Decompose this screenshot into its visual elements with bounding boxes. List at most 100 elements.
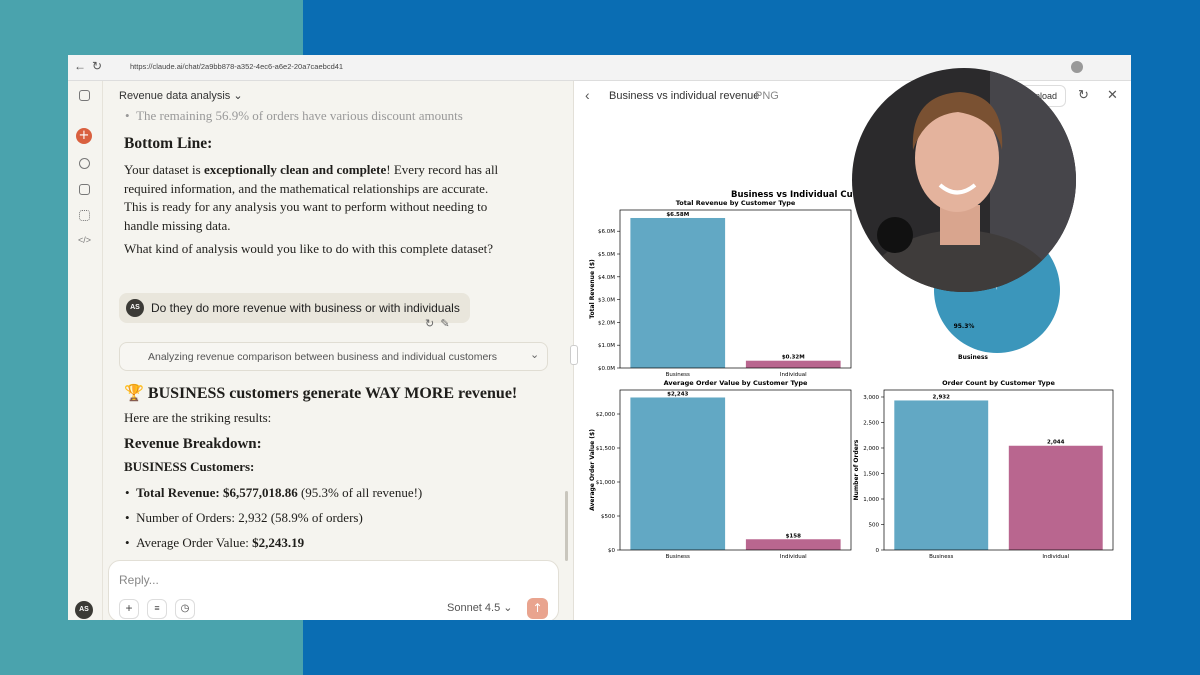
x-tick-label: Individual — [1042, 554, 1069, 560]
user-message: AS Do they do more revenue with business… — [119, 293, 470, 323]
reply-placeholder: Reply... — [119, 573, 159, 587]
prev-bullet: • The remaining 56.9% of orders have var… — [125, 108, 463, 123]
y-tick-label: $1,000 — [596, 480, 616, 486]
text: ! Every record has all required informat… — [124, 162, 499, 233]
artifact-back[interactable]: ‹ — [585, 87, 590, 103]
expand-icon: ⌄ — [530, 349, 540, 361]
resize-handle[interactable] — [570, 345, 578, 365]
projects-icon[interactable] — [79, 184, 90, 195]
text: (95.3% of all revenue!) — [297, 485, 423, 500]
pie-label: 95.3% — [954, 323, 975, 330]
y-tick-label: $500 — [601, 514, 615, 520]
scrollbar — [565, 491, 568, 561]
headline: 🏆 BUSINESS customers generate WAY MORE r… — [124, 385, 518, 402]
refresh-button[interactable]: ↻ — [1078, 87, 1089, 102]
y-tick-label: $3.0M — [598, 298, 615, 304]
send-button[interactable]: ↑ — [527, 598, 548, 619]
bar — [745, 360, 841, 368]
model-selector[interactable]: Sonnet 4.5 ⌄ — [447, 602, 513, 614]
bullet: • Number of Orders: 2,932 (58.9% of orde… — [125, 510, 363, 525]
chat-title-text: Revenue data analysis — [119, 90, 231, 102]
close-button[interactable]: ✕ — [1107, 87, 1118, 102]
y-axis-label: Average Order Value ($) — [589, 429, 596, 511]
value-label: $6.58M — [666, 212, 689, 218]
x-tick-label: Business — [666, 554, 690, 560]
add-button[interactable]: + — [119, 599, 139, 619]
bar — [745, 539, 841, 550]
bar — [630, 217, 726, 368]
value-label: $0.32M — [782, 355, 805, 361]
y-tick-label: $5.0M — [598, 252, 615, 258]
url[interactable]: https://claude.ai/chat/2a9bb878-a352-4ec… — [130, 62, 344, 71]
chat-pane: Revenue data analysis ⌄ • The remaining … — [103, 81, 573, 620]
bar — [1008, 445, 1103, 550]
thinking-box[interactable]: Analyzing revenue comparison between bus… — [119, 342, 548, 371]
pie-category: Business — [958, 354, 988, 361]
artifact-title: Business vs individual revenue — [609, 90, 760, 102]
y-tick-label: 1,500 — [863, 471, 879, 477]
tools-button[interactable]: ≡ — [147, 599, 167, 619]
text: Average Order Value: — [136, 535, 253, 550]
x-tick-label: Individual — [780, 372, 807, 378]
y-tick-label: $4.0M — [598, 275, 615, 281]
history-button[interactable]: ◷ — [175, 599, 195, 619]
question: What kind of analysis would you like to … — [124, 241, 493, 256]
bullet: • Total Revenue: $6,577,018.86 (95.3% of… — [125, 485, 423, 500]
chats-icon[interactable] — [79, 158, 90, 169]
microphone — [877, 217, 913, 253]
bold-text: exceptionally clean and complete — [203, 162, 387, 177]
x-tick-label: Individual — [780, 554, 807, 560]
y-tick-label: $1.0M — [598, 343, 615, 349]
x-tick-label: Business — [666, 372, 690, 378]
reply-box[interactable]: Reply... + ≡ ◷ Sonnet 4.5 ⌄ ↑ — [108, 560, 559, 620]
x-tick-label: Business — [929, 554, 953, 560]
figure-title: Business vs Individual Cu — [731, 190, 853, 200]
account-avatar[interactable]: AS — [75, 601, 93, 619]
bullet: • Average Order Value: $2,243.19 — [125, 535, 305, 550]
y-tick-label: $0.0M — [598, 366, 615, 372]
code-icon[interactable]: </> — [78, 235, 92, 245]
reload-button[interactable]: ↻ — [92, 59, 103, 73]
axes-frame — [619, 389, 852, 551]
person-face — [915, 104, 999, 212]
y-axis-label: Number of Orders — [853, 439, 860, 500]
back-button[interactable]: ← — [74, 59, 86, 73]
sidebar: + </> AS — [68, 81, 103, 620]
y-tick-label: 1,000 — [863, 497, 879, 503]
bar — [630, 397, 726, 550]
value-label: $158 — [786, 533, 801, 539]
webcam-image — [852, 68, 1076, 292]
y-tick-label: 500 — [869, 522, 880, 528]
value-label: 2,044 — [1047, 440, 1065, 446]
intro: Here are the striking results: — [124, 410, 272, 425]
y-axis-label: Total Revenue ($) — [589, 259, 596, 319]
bold-text: $2,243.19 — [252, 535, 305, 550]
bar — [894, 400, 989, 550]
chat-title[interactable]: Revenue data analysis ⌄ — [119, 90, 243, 102]
profile-icon[interactable] — [1071, 61, 1083, 73]
retry-edit[interactable]: ↻ ✎ — [425, 318, 450, 330]
bold-text: Total Revenue: $6,577,018.86 — [136, 485, 298, 500]
chart-title: Average Order Value by Customer Type — [664, 379, 808, 387]
model-name: Sonnet 4.5 — [447, 602, 501, 614]
subheading: BUSINESS Customers: — [124, 459, 255, 474]
text: Your dataset is — [124, 162, 204, 177]
artifact-format: PNG — [755, 90, 779, 102]
text: Number of Orders: 2,932 (58.9% of orders… — [136, 510, 363, 525]
user-text: Do they do more revenue with business or… — [151, 301, 460, 315]
new-chat[interactable]: + — [76, 128, 92, 144]
heading: Bottom Line: — [124, 135, 213, 152]
person-shirt — [860, 230, 1060, 292]
chart-title: Order Count by Customer Type — [942, 379, 1055, 387]
artifacts-icon[interactable] — [79, 210, 90, 221]
y-tick-label: $0 — [608, 548, 615, 554]
sidebar-toggle[interactable] — [79, 90, 90, 101]
y-tick-label: 2,500 — [863, 420, 879, 426]
axes-frame — [883, 389, 1114, 551]
value-label: $2,243 — [667, 391, 688, 397]
y-tick-label: $2.0M — [598, 320, 615, 326]
webcam — [852, 68, 1076, 292]
chart-title: Total Revenue by Customer Type — [676, 199, 796, 207]
